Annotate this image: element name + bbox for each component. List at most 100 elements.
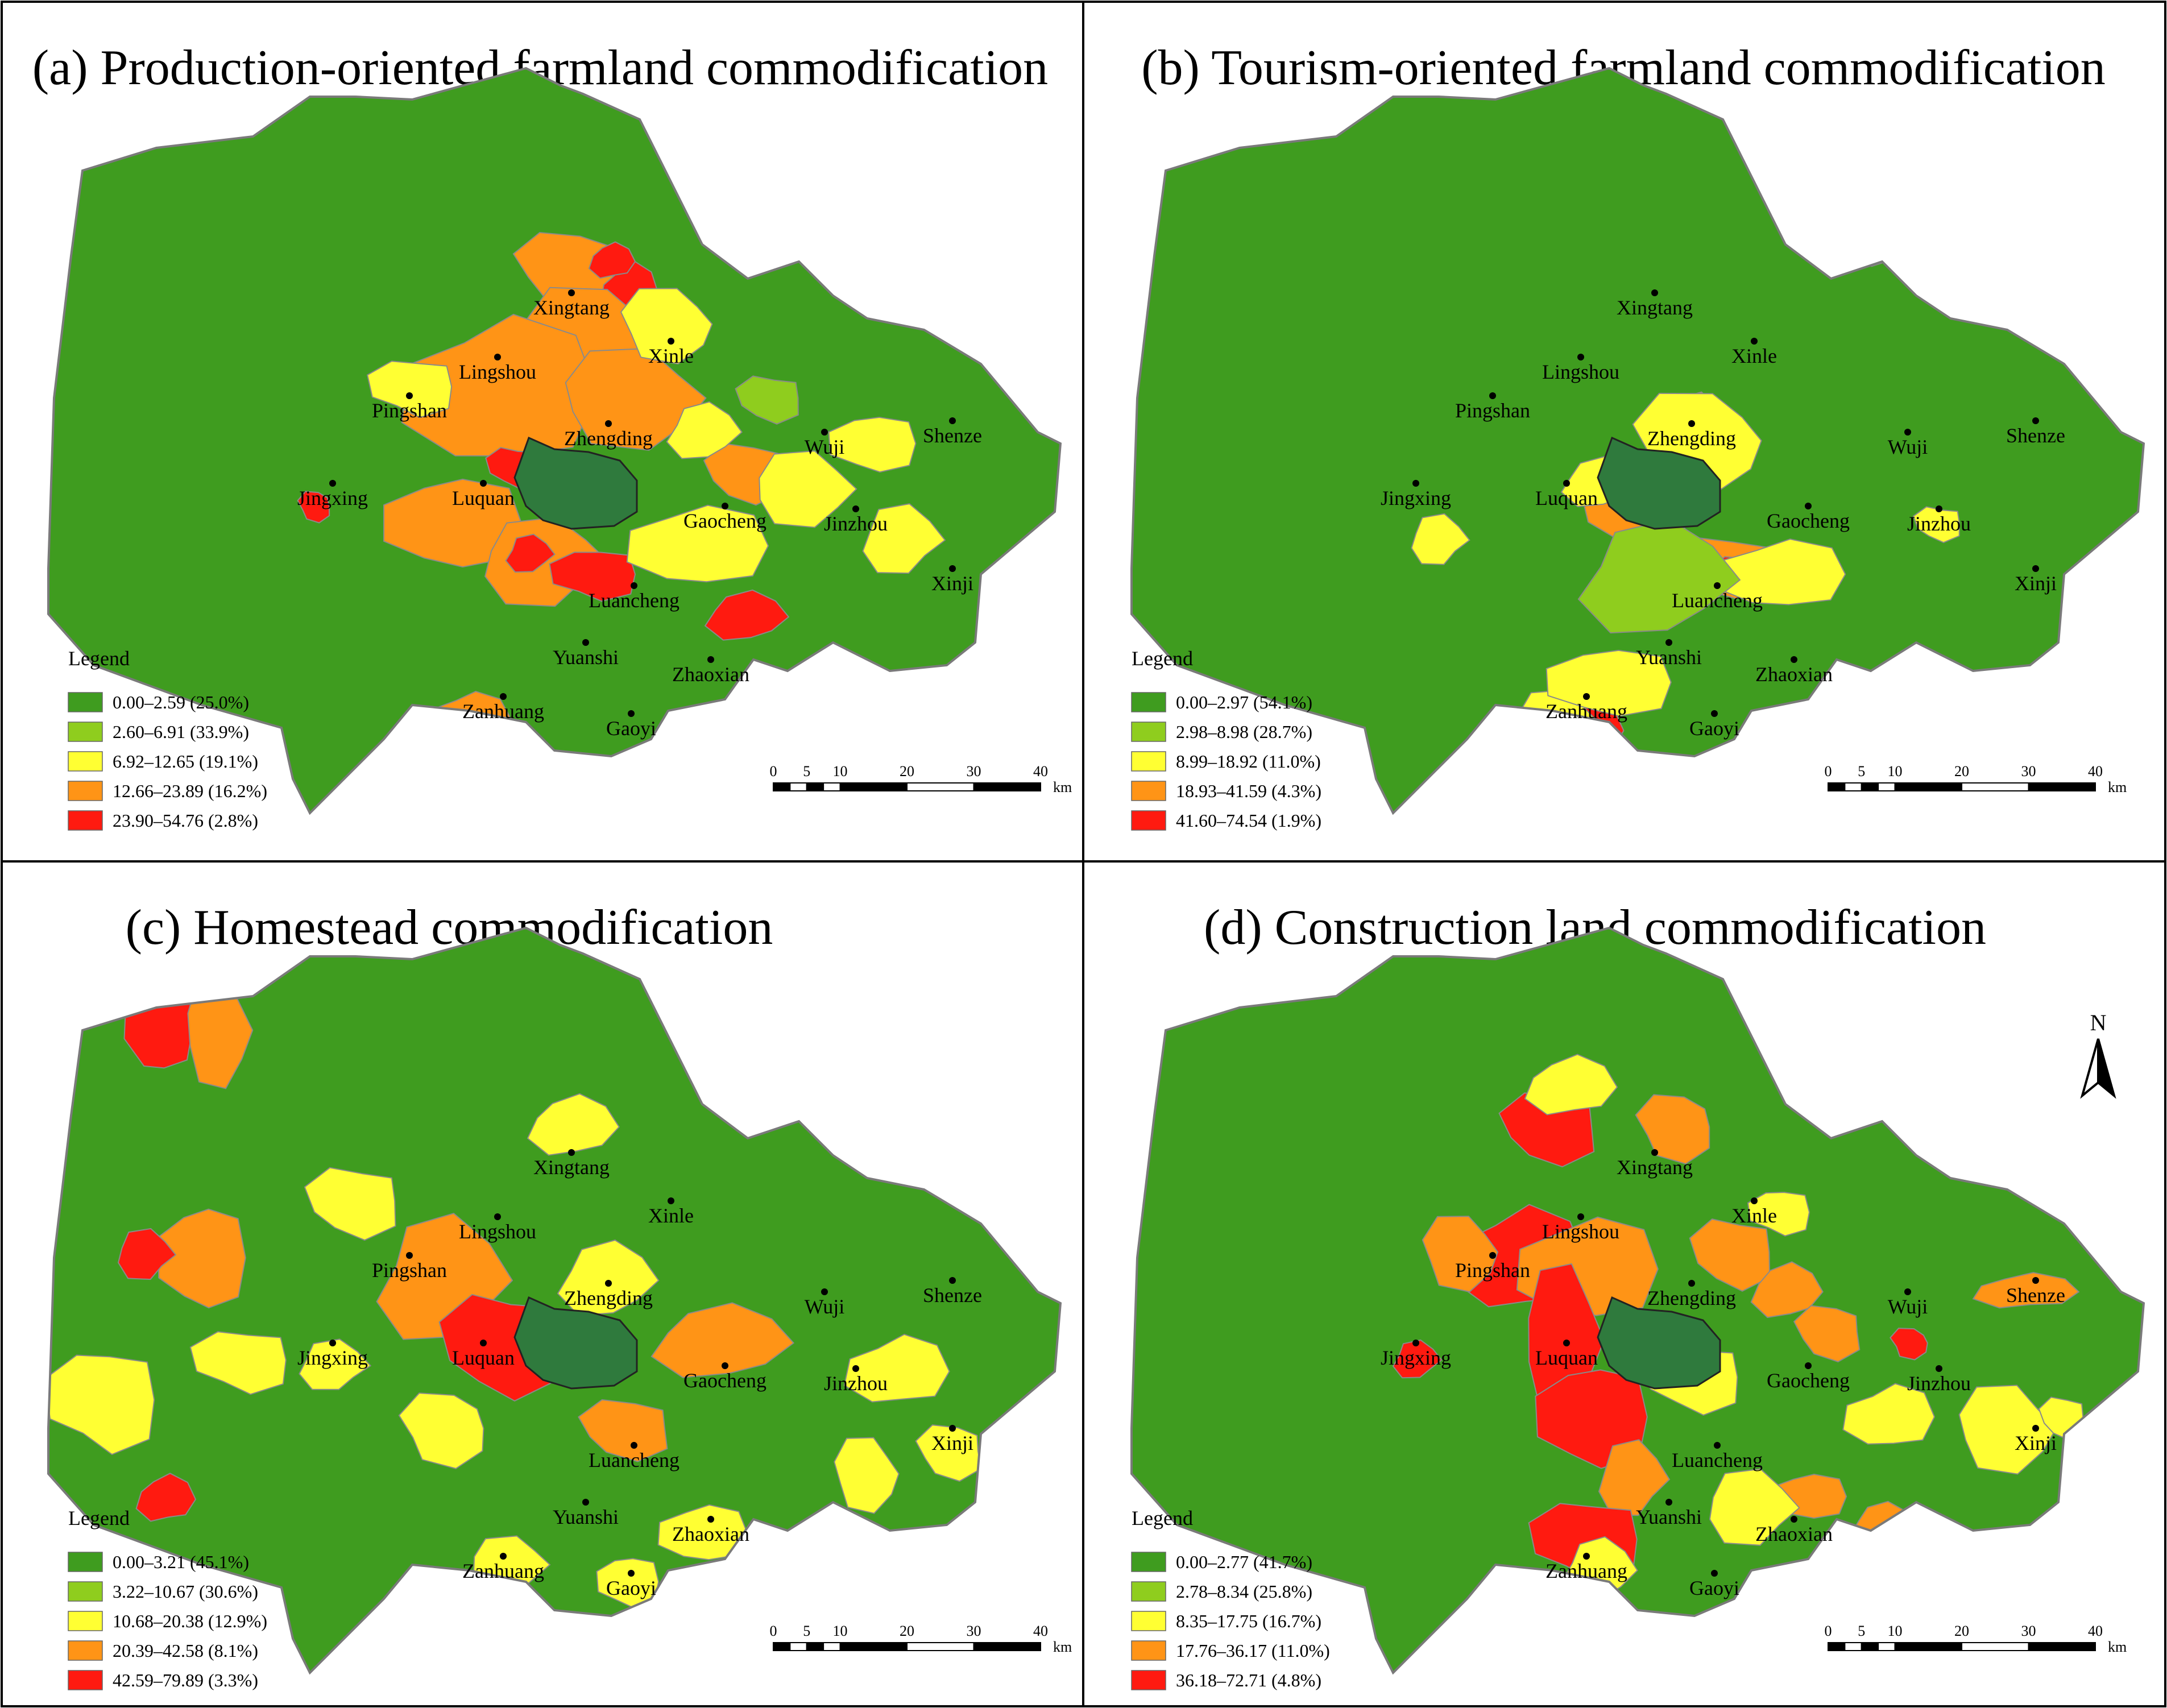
- legend-swatch: [1131, 692, 1166, 712]
- city-label: Wuji: [1888, 436, 1928, 458]
- city-label: Yuanshi: [553, 646, 619, 669]
- region-boundary: [1130, 926, 2145, 1675]
- city-marker: Pingshan: [372, 1252, 447, 1282]
- city-label: Zhaoxian: [672, 663, 749, 686]
- legend-item-label: 2.60–6.91 (33.9%): [113, 722, 249, 742]
- legend-swatch: [68, 1640, 103, 1661]
- scale-segment: [806, 1642, 824, 1651]
- legend-item-label: 12.66–23.89 (16.2%): [113, 781, 267, 801]
- city-dot-icon: [1665, 639, 1672, 646]
- city-label: Xingtang: [1617, 296, 1693, 319]
- legend-item-label: 36.18–72.71 (4.8%): [1176, 1670, 1321, 1690]
- township-patch: [1392, 1339, 1443, 1379]
- city-label: Luancheng: [589, 1449, 679, 1471]
- township-patch: [1747, 1192, 1810, 1237]
- city-marker: Shenze: [2006, 1277, 2065, 1307]
- city-dot-icon: [1751, 1197, 1758, 1204]
- city-dot-icon: [707, 656, 714, 663]
- city-dot-icon: [406, 392, 413, 399]
- scale-segment: [773, 1642, 791, 1651]
- scale-tick-label: 10: [833, 1623, 848, 1639]
- legend-item-label: 18.93–41.59 (4.3%): [1176, 781, 1321, 801]
- legend-swatch: [68, 1670, 103, 1690]
- township-patch: [588, 241, 636, 279]
- city-marker: Luquan: [1535, 1340, 1598, 1369]
- township-patch: [1709, 1468, 1800, 1546]
- city-dot-icon: [1577, 354, 1584, 360]
- city-marker: Jinzhou: [1907, 1365, 1971, 1395]
- scale-unit: km: [1053, 1639, 1072, 1655]
- city-marker: Wuji: [1888, 1288, 1928, 1318]
- legend-title: Legend: [68, 1507, 130, 1529]
- region-map: Xingtang Xinle Lingshou Pingshan Zhengding Wu…: [47, 67, 1062, 815]
- city-label: Gaocheng: [1767, 509, 1850, 532]
- township-patch: [1689, 1218, 1771, 1292]
- urban-core: [513, 1296, 638, 1390]
- city-marker: Xinle: [1731, 338, 1777, 367]
- city-marker: Zhaoxian: [1755, 656, 1833, 686]
- city-dot-icon: [1751, 338, 1758, 345]
- township-patches: [297, 231, 946, 738]
- city-label: Zanhuang: [1546, 1560, 1627, 1582]
- city-label: Xingtang: [533, 296, 610, 319]
- city-dot-icon: [628, 710, 635, 717]
- legend-swatch: [1131, 1611, 1166, 1631]
- scale-tick-label: 0: [770, 763, 777, 780]
- township-patch: [304, 1167, 396, 1241]
- city-marker: Zanhuang: [1546, 693, 1627, 723]
- city-marker: Luancheng: [589, 582, 679, 612]
- city-label: Lingshou: [1542, 360, 1619, 383]
- city-dot-icon: [1805, 503, 1812, 509]
- scale-bar: 0 5 10 20 30 40 km: [770, 1623, 1072, 1655]
- city-dot-icon: [1714, 582, 1721, 589]
- scale-tick-label: 20: [900, 763, 914, 780]
- township-patch: [1422, 1216, 1499, 1293]
- scale-unit: km: [2108, 779, 2127, 795]
- city-marker: Yuanshi: [1636, 1499, 1702, 1528]
- city-marker: Pingshan: [1455, 392, 1530, 422]
- city-label: Shenze: [923, 424, 982, 447]
- township-patch: [759, 450, 857, 528]
- township-patch: [1598, 1439, 1671, 1516]
- scale-segment: [973, 782, 1041, 791]
- legend-swatch: [68, 722, 103, 742]
- city-marker: Zanhuang: [462, 1553, 544, 1582]
- city-dot-icon: [1563, 1340, 1570, 1346]
- region-fill: [1132, 68, 2144, 813]
- city-marker: Jinzhou: [824, 505, 888, 535]
- legend-item-label: 10.68–20.38 (12.9%): [113, 1611, 267, 1631]
- city-marker: Zhengding: [564, 1280, 653, 1309]
- region-boundary: [1130, 67, 2145, 815]
- city-label: Zhaoxian: [1755, 663, 1833, 686]
- city-dot-icon: [494, 1213, 501, 1220]
- city-dot-icon: [949, 565, 956, 572]
- urban-core: [1597, 1296, 1721, 1390]
- city-label: Zhaoxian: [1755, 1523, 1833, 1545]
- city-marker: Zhengding: [1647, 420, 1736, 450]
- legend-title: Legend: [1132, 647, 1193, 670]
- city-dot-icon: [1412, 480, 1419, 487]
- city-dot-icon: [1651, 289, 1658, 296]
- scale-segment: [906, 782, 975, 791]
- city-label: Zhengding: [564, 427, 653, 450]
- city-label: Zanhuang: [462, 700, 544, 723]
- legend-swatch: [1131, 1670, 1166, 1690]
- legend-swatch: [68, 751, 103, 772]
- scale-segment: [1878, 1642, 1896, 1651]
- city-label: Gaocheng: [1767, 1369, 1850, 1392]
- city-label: Luquan: [1535, 1346, 1598, 1369]
- city-marker: Jinzhou: [824, 1365, 888, 1395]
- township-patch: [398, 1392, 484, 1469]
- city-dot-icon: [668, 338, 674, 345]
- legend-swatch: [68, 1581, 103, 1602]
- legend-item-label: 6.92–12.65 (19.1%): [113, 751, 258, 772]
- township-patch: [650, 1302, 795, 1378]
- panel-tourism-farmland: (b) Tourism-oriented farmland commodific…: [1130, 40, 2145, 831]
- legend-item-label: 17.76–36.17 (11.0%): [1176, 1640, 1330, 1661]
- scale-segment: [823, 1642, 841, 1651]
- legend-item-label: 20.39–42.58 (8.1%): [113, 1640, 258, 1661]
- city-label: Zanhuang: [1546, 700, 1627, 723]
- city-label: Zhengding: [564, 1287, 653, 1309]
- legend-item-label: 0.00–2.59 (25.0%): [113, 692, 249, 712]
- township-patch: [48, 1354, 155, 1456]
